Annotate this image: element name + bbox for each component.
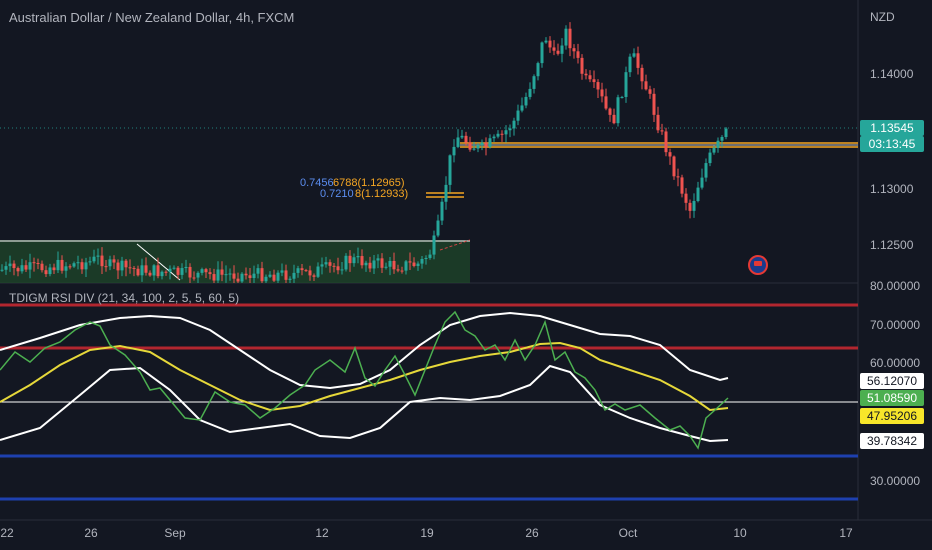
time-tick-9: 17 [839, 526, 853, 540]
symbol-title[interactable]: Australian Dollar / New Zealand Dollar, … [9, 10, 295, 25]
rsi-tick-30: 30.00000 [870, 474, 921, 488]
upper-band-line[interactable] [0, 311, 729, 390]
fib-label-b-values: 8(1.12933) [355, 188, 408, 200]
countdown-badge: 03:13:45 [860, 136, 924, 152]
rsi-badge: 51.08590 [860, 390, 924, 406]
currency-label: NZD [870, 10, 895, 24]
signal-line[interactable] [0, 341, 729, 412]
indicator-title[interactable]: TDIGM RSI DIV (21, 34, 100, 2, 5, 5, 60,… [9, 291, 240, 305]
upper-band-badge: 56.12070 [860, 373, 924, 389]
signal-badge: 47.95206 [860, 408, 924, 424]
time-tick-2: 26 [84, 526, 98, 540]
price-tick-2: 1.13000 [870, 182, 914, 196]
dashed-trend[interactable] [439, 239, 471, 251]
last-price-badge: 1.13545 [860, 120, 924, 136]
time-tick-1: 22 [0, 526, 14, 540]
australia-flag-icon[interactable] [748, 255, 768, 275]
time-tick-8: 10 [733, 526, 747, 540]
price-tick-1: 1.14000 [870, 67, 914, 81]
rsi-tick-60: 60.00000 [870, 356, 921, 370]
fib-label-a-values: 6788(1.12965) [333, 177, 405, 189]
rsi-tick-80: 80.00000 [870, 279, 921, 293]
rsi-tick-70: 70.00000 [870, 318, 921, 332]
price-tick-3: 1.12500 [870, 238, 914, 252]
candlestick-series[interactable] [0, 22, 728, 283]
rsi-line[interactable] [0, 310, 729, 450]
time-tick-5: 19 [420, 526, 434, 540]
fib-label-b: 0.7210 [320, 188, 354, 200]
fib-label-a: 0.7456 [300, 177, 334, 189]
lower-band-line[interactable] [0, 364, 729, 443]
time-tick-3: Sep [164, 526, 186, 540]
time-tick-6: 26 [525, 526, 539, 540]
lower-band-badge: 39.78342 [860, 433, 924, 449]
time-tick-4: 12 [315, 526, 329, 540]
time-tick-7: Oct [618, 526, 638, 540]
